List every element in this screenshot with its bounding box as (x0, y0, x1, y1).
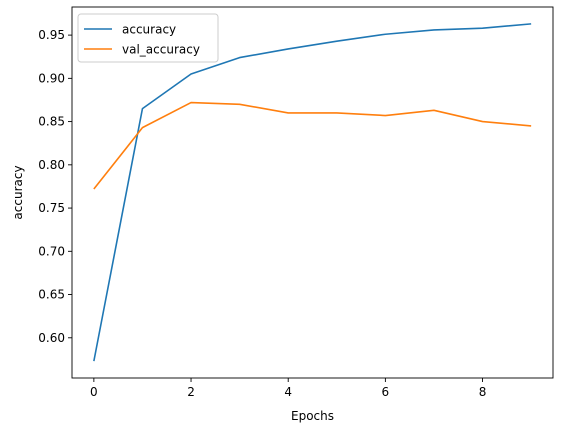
y-tick-label: 0.90 (38, 71, 65, 85)
series-line-val-accuracy (93, 101, 532, 190)
legend-box (77, 13, 219, 63)
series-layer (93, 23, 532, 362)
x-tick-label: 4 (284, 385, 292, 399)
legend: accuracy val_accuracy (77, 13, 219, 63)
y-tick-label: 0.95 (38, 28, 65, 42)
legend-label-accuracy: accuracy (122, 23, 176, 37)
y-tick-label: 0.70 (38, 244, 65, 258)
x-axis-ticks: 0 2 4 6 8 (90, 378, 486, 399)
legend-label-val-accuracy: val_accuracy (122, 43, 200, 57)
x-tick-label: 8 (479, 385, 487, 399)
y-axis-label: accuracy (11, 165, 25, 219)
y-tick-label: 0.60 (38, 331, 65, 345)
y-tick-label: 0.85 (38, 115, 65, 129)
x-tick-label: 2 (187, 385, 195, 399)
x-tick-label: 6 (382, 385, 390, 399)
plot-area-frame (71, 6, 554, 379)
y-tick-label: 0.65 (38, 288, 65, 302)
y-tick-label: 0.75 (38, 201, 65, 215)
y-axis-ticks: 0.60 0.65 0.70 0.75 0.80 0.85 0.90 0.95 (38, 28, 72, 345)
series-line-accuracy (93, 23, 532, 362)
x-axis-label: Epochs (291, 409, 334, 423)
x-tick-label: 0 (90, 385, 98, 399)
y-tick-label: 0.80 (38, 158, 65, 172)
